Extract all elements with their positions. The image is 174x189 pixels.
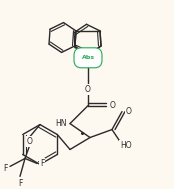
Text: HO: HO <box>120 141 132 150</box>
Text: O: O <box>126 107 132 116</box>
Text: O: O <box>110 101 116 110</box>
Text: O: O <box>85 85 91 94</box>
Text: O: O <box>27 137 33 146</box>
Text: HN: HN <box>56 119 67 128</box>
Text: F: F <box>40 159 44 168</box>
Text: F: F <box>3 164 7 173</box>
Text: F: F <box>18 179 22 188</box>
Text: Abs: Abs <box>81 55 94 60</box>
